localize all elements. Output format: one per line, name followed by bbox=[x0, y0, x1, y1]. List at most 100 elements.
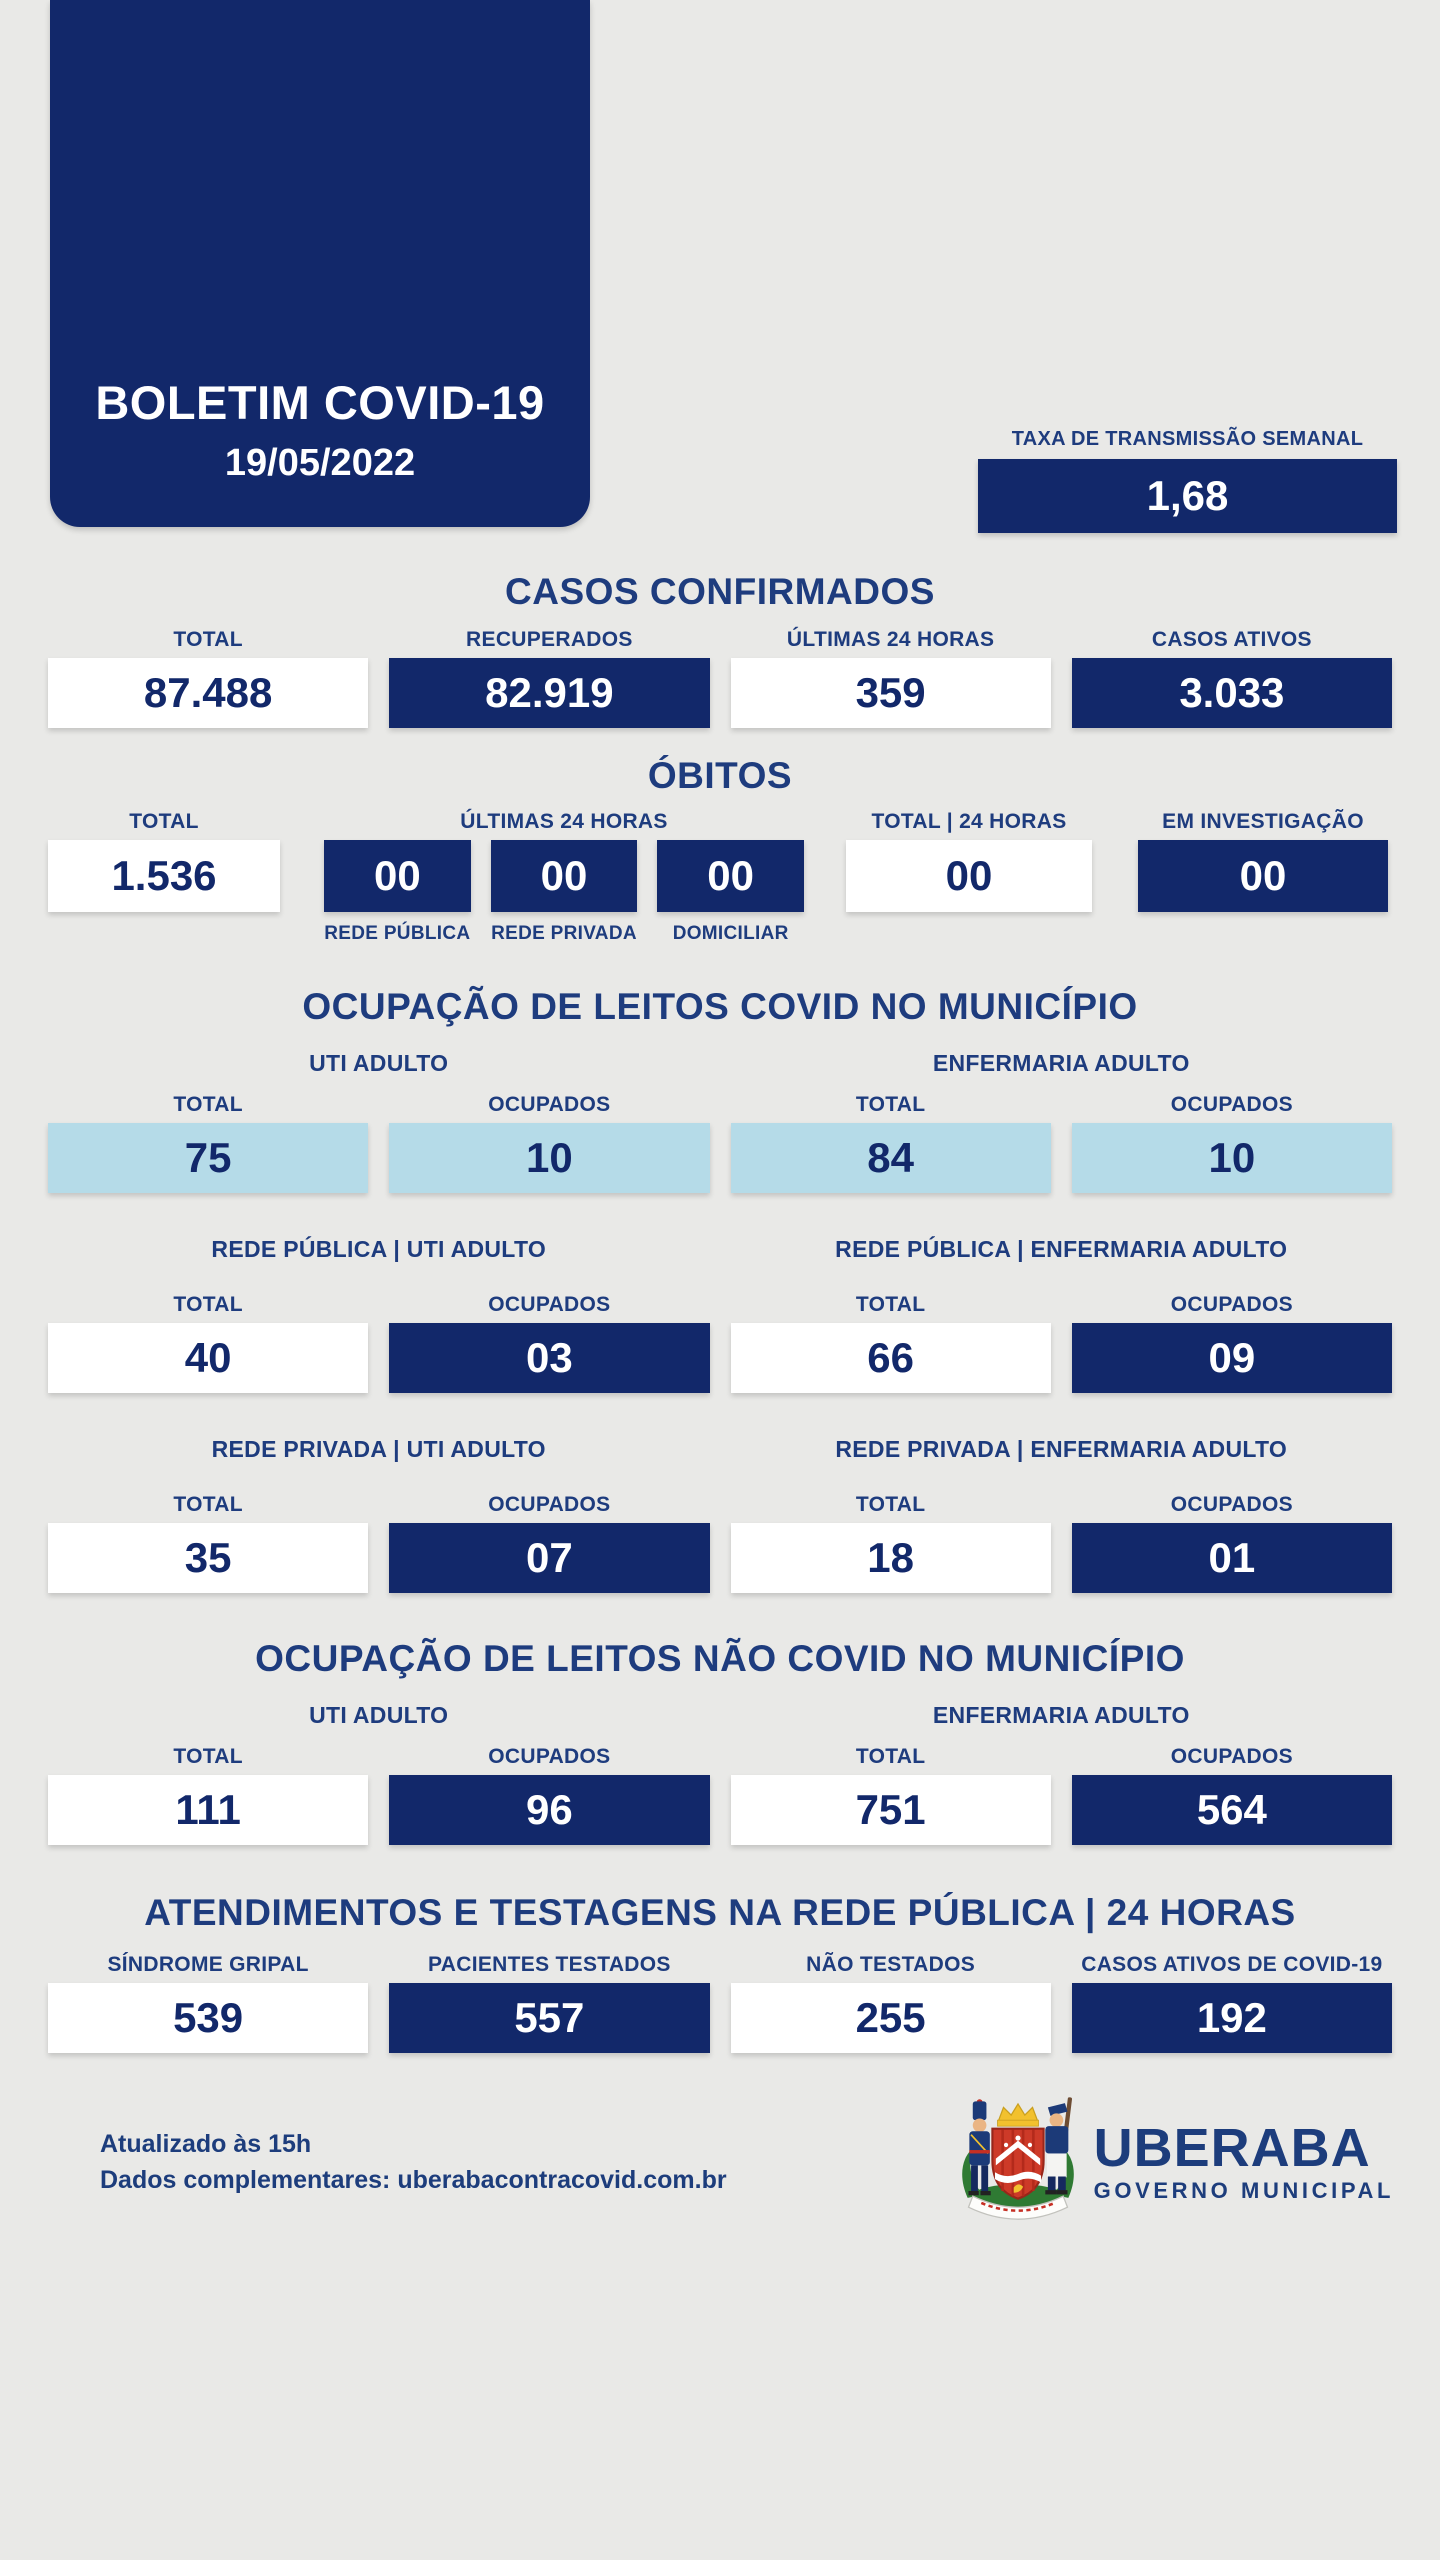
deaths-row: TOTAL 1.536 ÚLTIMAS 24 HORAS 00 00 00 RE… bbox=[0, 808, 1440, 945]
noncovid-icu-pair: TOTAL 111 OCUPADOS 96 bbox=[48, 1743, 710, 1845]
confirmed-recovered-card: RECUPERADOS 82.919 bbox=[389, 626, 710, 728]
confirmed-active-card: CASOS ATIVOS 3.033 bbox=[1071, 626, 1392, 728]
covid-private-ward-total-card: TOTAL 18 bbox=[730, 1491, 1051, 1593]
covid-private-icu-occupied-card: OCUPADOS 07 bbox=[389, 1491, 710, 1593]
noncovid-values: TOTAL 111 OCUPADOS 96 TOTAL 751 OCUPADOS… bbox=[0, 1743, 1440, 1845]
noncovid-icu-subhead: UTI ADULTO bbox=[309, 1702, 449, 1728]
covid-public-icu-total-card: TOTAL 40 bbox=[48, 1291, 369, 1393]
deaths-last24-sublabels: REDE PÚBLICA REDE PRIVADA DOMICILIAR bbox=[324, 922, 804, 945]
covid-public-icu-pair: TOTAL 40 OCUPADOS 03 bbox=[48, 1291, 710, 1393]
testing-title: ATENDIMENTOS E TESTAGENS NA REDE PÚBLICA… bbox=[144, 1892, 1296, 1933]
covid-private-icu-total-label: TOTAL bbox=[173, 1493, 243, 1516]
confirmed-recovered-value: 82.919 bbox=[389, 658, 710, 728]
covid-private-subheads: REDE PRIVADA | UTI ADULTO REDE PRIVADA |… bbox=[0, 1435, 1440, 1463]
footer-notes: Atualizado às 15h Dados complementares: … bbox=[100, 2126, 727, 2198]
covid-public-ward-total-value: 66 bbox=[730, 1323, 1051, 1393]
confirmed-cases-title: CASOS CONFIRMADOS bbox=[505, 571, 935, 612]
covid-private-ward-occupied-label: OCUPADOS bbox=[1170, 1493, 1293, 1516]
covid-public-ward-occupied-value: 09 bbox=[1071, 1323, 1392, 1393]
covid-ward-total-value: 84 bbox=[730, 1123, 1051, 1193]
deaths-total24-label: TOTAL | 24 HORAS bbox=[871, 810, 1067, 833]
uberaba-coat-of-arms-icon bbox=[961, 2097, 1074, 2220]
covid-public-values: TOTAL 40 OCUPADOS 03 TOTAL 66 OCUPADOS bbox=[0, 1291, 1440, 1393]
covid-private-ward-total-label: TOTAL bbox=[855, 1493, 926, 1516]
testing-active-card: CASOS ATIVOS DE COVID-19 192 bbox=[1071, 1951, 1392, 2053]
covid-ward-occupied-card: OCUPADOS 10 bbox=[1071, 1091, 1392, 1193]
noncovid-icu-total-value: 111 bbox=[48, 1775, 369, 1845]
section-confirmed-cases: CASOS CONFIRMADOS TOTAL 87.488 RECUPERAD… bbox=[0, 570, 1440, 728]
noncovid-ward-occupied-value: 564 bbox=[1071, 1775, 1392, 1845]
covid-ward-occupied-value: 10 bbox=[1071, 1123, 1392, 1193]
covid-private-icu-occupied-value: 07 bbox=[389, 1523, 710, 1593]
covid-private-ward-occupied-card: OCUPADOS 01 bbox=[1071, 1491, 1392, 1593]
testing-untested-card: NÃO TESTADOS 255 bbox=[730, 1951, 1051, 2053]
noncovid-icu-occupied-value: 96 bbox=[389, 1775, 710, 1845]
covid-public-icu-occupied-label: OCUPADOS bbox=[488, 1293, 611, 1316]
bulletin-title: BOLETIM COVID-19 bbox=[95, 376, 545, 429]
deaths-investigation-card: EM INVESTIGAÇÃO 00 bbox=[1138, 808, 1388, 912]
covid-public-subheads: REDE PÚBLICA | UTI ADULTO REDE PÚBLICA |… bbox=[0, 1235, 1440, 1263]
covid-private-ward-pair: TOTAL 18 OCUPADOS 01 bbox=[730, 1491, 1392, 1593]
testing-untested-label: NÃO TESTADOS bbox=[806, 1953, 976, 1976]
bulletin-date: 19/05/2022 bbox=[224, 442, 416, 484]
noncovid-icu-occupied-card: OCUPADOS 96 bbox=[389, 1743, 710, 1845]
covid-beds-subheads: UTI ADULTO ENFERMARIA ADULTO bbox=[0, 1049, 1440, 1077]
testing-flu-card: SÍNDROME GRIPAL 539 bbox=[48, 1951, 369, 2053]
covid-icu-pair: TOTAL 75 OCUPADOS 10 bbox=[48, 1091, 710, 1193]
transmission-rate-label: TAXA DE TRANSMISSÃO SEMANAL bbox=[1011, 428, 1364, 450]
transmission-rate: TAXA DE TRANSMISSÃO SEMANAL 1,68 bbox=[978, 428, 1397, 533]
covid-icu-occupied-card: OCUPADOS 10 bbox=[389, 1091, 710, 1193]
covid-public-icu-subhead: REDE PÚBLICA | UTI ADULTO bbox=[211, 1236, 547, 1262]
footer: Atualizado às 15h Dados complementares: … bbox=[0, 2091, 1440, 2233]
covid-icu-subhead: UTI ADULTO bbox=[309, 1050, 449, 1076]
noncovid-icu-total-label: TOTAL bbox=[173, 1745, 243, 1768]
covid-public-ward-occupied-label: OCUPADOS bbox=[1170, 1293, 1293, 1316]
deaths-total-card: TOTAL 1.536 bbox=[48, 808, 280, 912]
covid-private-values: TOTAL 35 OCUPADOS 07 TOTAL 18 OCUPADOS bbox=[0, 1491, 1440, 1593]
deaths-private-value: 00 bbox=[490, 840, 638, 912]
covid-public-ward-total-label: TOTAL bbox=[855, 1293, 926, 1316]
deaths-total-label: TOTAL bbox=[129, 810, 199, 833]
covid-ward-subhead: ENFERMARIA ADULTO bbox=[932, 1050, 1190, 1076]
deaths-total24-value: 00 bbox=[846, 840, 1092, 912]
logo-title: UBERABA bbox=[1093, 2117, 1371, 2178]
covid-beds-overview: TOTAL 75 OCUPADOS 10 TOTAL 84 OCUPADOS 1… bbox=[0, 1091, 1440, 1193]
covid-icu-total-card: TOTAL 75 bbox=[48, 1091, 369, 1193]
confirmed-total-value: 87.488 bbox=[48, 658, 369, 728]
logo-subtitle: GOVERNO MUNICIPAL bbox=[1093, 2177, 1394, 2203]
testing-active-label: CASOS ATIVOS DE COVID-19 bbox=[1081, 1953, 1383, 1976]
confirmed-last24-label: ÚLTIMAS 24 HORAS bbox=[786, 628, 995, 651]
covid-ward-pair: TOTAL 84 OCUPADOS 10 bbox=[730, 1091, 1392, 1193]
confirmed-last24-value: 359 bbox=[730, 658, 1051, 728]
covid-private-icu-total-card: TOTAL 35 bbox=[48, 1491, 369, 1593]
noncovid-ward-occupied-card: OCUPADOS 564 bbox=[1071, 1743, 1392, 1845]
confirmed-active-label: CASOS ATIVOS bbox=[1151, 628, 1312, 651]
covid-public-icu-total-value: 40 bbox=[48, 1323, 369, 1393]
deaths-investigation-value: 00 bbox=[1138, 840, 1388, 912]
covid-icu-occupied-label: OCUPADOS bbox=[488, 1093, 611, 1116]
confirmed-total-card: TOTAL 87.488 bbox=[48, 626, 369, 728]
covid-icu-total-value: 75 bbox=[48, 1123, 369, 1193]
covid-public-ward-pair: TOTAL 66 OCUPADOS 09 bbox=[730, 1291, 1392, 1393]
covid-ward-total-label: TOTAL bbox=[855, 1093, 926, 1116]
deaths-investigation-label: EM INVESTIGAÇÃO bbox=[1162, 810, 1364, 833]
covid-public-ward-subhead: REDE PÚBLICA | ENFERMARIA ADULTO bbox=[835, 1236, 1288, 1262]
confirmed-active-value: 3.033 bbox=[1071, 658, 1392, 728]
covid-private-ward-subhead: REDE PRIVADA | ENFERMARIA ADULTO bbox=[835, 1436, 1288, 1462]
covid-public-icu-total-label: TOTAL bbox=[173, 1293, 243, 1316]
covid-public-icu-occupied-card: OCUPADOS 03 bbox=[389, 1291, 710, 1393]
transmission-rate-value: 1,68 bbox=[978, 459, 1397, 533]
uberaba-logo: UBERABA GOVERNO MUNICIPAL bbox=[954, 2091, 1394, 2233]
testing-tested-card: PACIENTES TESTADOS 557 bbox=[389, 1951, 710, 2053]
deaths-private-label: REDE PRIVADA bbox=[491, 923, 637, 944]
deaths-total24-card: TOTAL | 24 HORAS 00 bbox=[846, 808, 1092, 912]
noncovid-ward-subhead: ENFERMARIA ADULTO bbox=[932, 1702, 1190, 1728]
noncovid-ward-total-label: TOTAL bbox=[855, 1745, 926, 1768]
testing-flu-value: 539 bbox=[48, 1983, 369, 2053]
header: BOLETIM COVID-19 19/05/2022 TAXA DE TRAN… bbox=[0, 0, 1440, 540]
deaths-last24-boxes: 00 00 00 bbox=[324, 835, 804, 912]
covid-icu-total-label: TOTAL bbox=[173, 1093, 243, 1116]
testing-tested-label: PACIENTES TESTADOS bbox=[428, 1953, 671, 1976]
deaths-title: ÓBITOS bbox=[647, 755, 793, 796]
